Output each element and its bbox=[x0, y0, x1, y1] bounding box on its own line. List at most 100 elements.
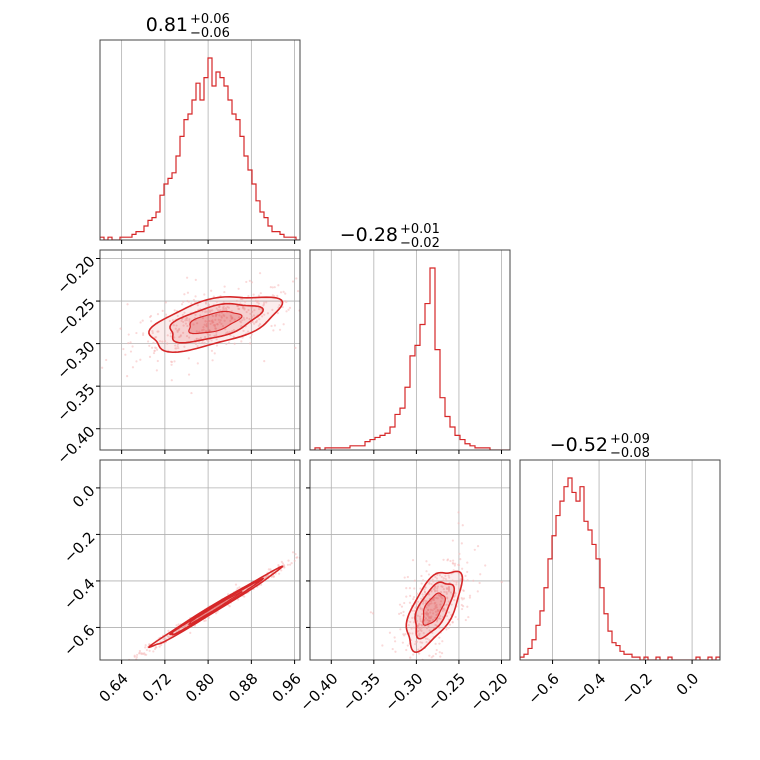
sample-point bbox=[408, 587, 411, 590]
sample-point bbox=[215, 338, 218, 341]
sample-point bbox=[280, 569, 283, 572]
sample-point bbox=[153, 349, 156, 352]
sample-point bbox=[241, 298, 244, 301]
sample-point bbox=[400, 605, 404, 608]
sample-point bbox=[301, 269, 303, 271]
sample-point bbox=[282, 565, 285, 568]
sample-point bbox=[431, 609, 434, 612]
sample-point bbox=[415, 602, 418, 606]
sample-point bbox=[141, 333, 145, 337]
sample-point bbox=[148, 649, 151, 652]
sample-point bbox=[158, 645, 161, 648]
sample-point bbox=[176, 329, 179, 332]
sample-point bbox=[444, 574, 447, 577]
panel-1-2 bbox=[306, 459, 511, 669]
sample-point bbox=[176, 314, 179, 318]
sample-point bbox=[448, 576, 451, 579]
sample-point bbox=[138, 649, 141, 653]
sample-point bbox=[418, 632, 421, 635]
sample-point bbox=[460, 603, 463, 607]
sample-point bbox=[440, 585, 443, 588]
sample-point bbox=[150, 320, 153, 323]
sample-point bbox=[215, 300, 218, 303]
sample-point bbox=[241, 319, 244, 322]
sample-point bbox=[257, 324, 260, 327]
sample-point bbox=[428, 563, 431, 566]
sample-point bbox=[428, 639, 431, 642]
sample-point bbox=[54, 708, 56, 710]
sample-point bbox=[180, 319, 183, 323]
x-tick-label: 0.88 bbox=[225, 670, 261, 706]
sample-point bbox=[211, 309, 214, 312]
sample-point bbox=[188, 317, 191, 321]
sample-point bbox=[454, 615, 457, 619]
sample-point bbox=[458, 552, 461, 555]
sample-point bbox=[218, 305, 221, 308]
sample-point bbox=[277, 563, 280, 567]
sample-point bbox=[245, 316, 249, 320]
sample-point bbox=[168, 319, 171, 323]
sample-point bbox=[408, 601, 412, 604]
sample-point bbox=[457, 618, 460, 621]
sample-point bbox=[468, 596, 472, 599]
sample-point bbox=[394, 666, 396, 668]
sample-point bbox=[432, 655, 435, 658]
sample-point bbox=[248, 317, 251, 321]
sample-point bbox=[270, 324, 273, 328]
sample-point bbox=[95, 345, 97, 347]
sample-point bbox=[225, 342, 228, 346]
sample-point bbox=[210, 289, 213, 292]
sample-point bbox=[203, 335, 207, 339]
sample-point bbox=[237, 287, 240, 290]
sample-point bbox=[423, 667, 425, 669]
sample-point bbox=[240, 340, 243, 343]
sample-point bbox=[368, 660, 370, 662]
sample-point bbox=[431, 598, 435, 601]
sample-point bbox=[188, 336, 191, 339]
param-title-0: 0.81 +0.06−0.06 bbox=[146, 12, 230, 41]
sample-point bbox=[187, 373, 191, 376]
sample-point bbox=[213, 334, 216, 337]
sample-point bbox=[190, 391, 193, 395]
sample-point bbox=[394, 640, 397, 643]
sample-point bbox=[405, 595, 408, 598]
sample-point bbox=[158, 340, 162, 343]
sample-point bbox=[441, 640, 444, 643]
sample-point bbox=[433, 607, 436, 610]
sample-point bbox=[400, 611, 403, 615]
sample-point bbox=[229, 319, 232, 322]
sample-point bbox=[215, 344, 219, 347]
sample-point bbox=[464, 574, 467, 578]
title-plus: +0.09 bbox=[610, 432, 650, 447]
param-title-2: −0.52 +0.09−0.08 bbox=[550, 432, 650, 461]
panel-content bbox=[310, 267, 510, 450]
sample-point bbox=[236, 305, 239, 308]
sample-point bbox=[421, 602, 425, 605]
sample-point bbox=[148, 344, 151, 347]
sample-point bbox=[411, 559, 415, 562]
sample-point bbox=[295, 277, 298, 280]
sample-point bbox=[257, 302, 261, 305]
sample-point bbox=[156, 359, 159, 363]
y-tick-label: −0.6 bbox=[60, 621, 98, 659]
panel-0-2 bbox=[54, 459, 301, 710]
sample-point bbox=[182, 320, 185, 324]
sample-point bbox=[446, 596, 449, 599]
sample-point bbox=[276, 294, 279, 297]
panel-content bbox=[95, 269, 303, 395]
sample-point bbox=[157, 330, 160, 333]
sample-point bbox=[208, 303, 211, 306]
sample-point bbox=[448, 611, 451, 614]
sample-point bbox=[267, 568, 270, 571]
sample-point bbox=[421, 593, 424, 596]
sample-point bbox=[425, 560, 428, 563]
sample-point bbox=[215, 612, 218, 615]
sample-point bbox=[205, 323, 208, 326]
sample-point bbox=[419, 619, 422, 623]
sample-point bbox=[204, 619, 207, 622]
sample-point bbox=[142, 332, 145, 335]
sample-point bbox=[143, 653, 147, 656]
sample-point bbox=[167, 629, 170, 632]
sample-point bbox=[229, 334, 232, 337]
sample-point bbox=[122, 347, 125, 351]
